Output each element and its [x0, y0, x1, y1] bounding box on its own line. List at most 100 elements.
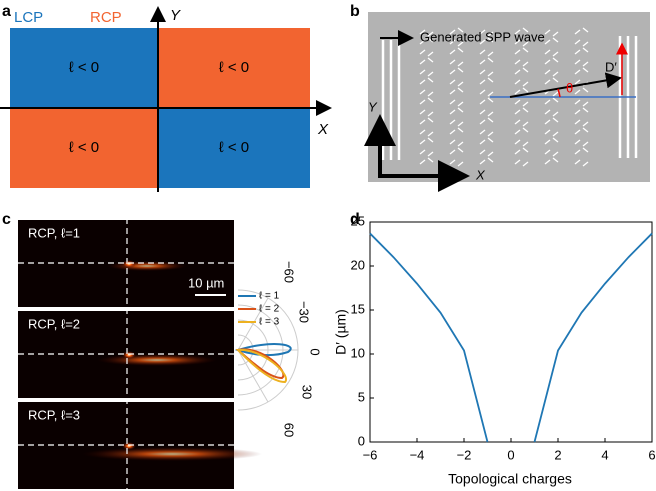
slit — [522, 127, 529, 133]
slit — [457, 41, 464, 47]
slit — [574, 49, 581, 55]
slit — [419, 49, 426, 55]
slit — [419, 159, 426, 165]
slit — [487, 111, 494, 117]
slit — [574, 59, 581, 65]
slit — [479, 109, 486, 115]
slit — [514, 159, 521, 165]
polar-tick: −60 — [282, 261, 297, 283]
slit — [544, 59, 551, 65]
beam-spot — [122, 442, 136, 450]
angle-label: θ — [566, 80, 573, 95]
slit — [419, 99, 426, 105]
slit — [457, 107, 464, 113]
y-tick-label: 25 — [351, 213, 365, 228]
slit — [419, 89, 426, 95]
axis-label: Y — [170, 7, 181, 24]
slit — [574, 69, 581, 75]
slit — [582, 101, 589, 107]
slit — [449, 39, 456, 45]
slit — [419, 69, 426, 75]
slit — [479, 29, 486, 35]
slit — [457, 101, 464, 107]
x-axis-label: Topological charges — [448, 471, 572, 487]
slit — [479, 59, 486, 65]
slit — [544, 39, 551, 45]
slit — [552, 97, 559, 103]
slit — [514, 99, 521, 105]
slit — [574, 79, 581, 85]
slit — [522, 61, 529, 67]
slit — [514, 49, 521, 55]
slit — [544, 149, 551, 155]
slit — [479, 129, 486, 135]
slit — [552, 51, 559, 57]
offset-label: D′ — [605, 59, 617, 74]
slit — [449, 59, 456, 65]
slit — [544, 99, 551, 105]
slit — [479, 49, 486, 55]
slit — [574, 119, 581, 125]
x-tick-label: −6 — [363, 447, 378, 462]
slit — [457, 121, 464, 127]
slit — [574, 149, 581, 155]
panel-a: a LCP RCP Y X ℓ < 0 ℓ < 0 ℓ < 0 ℓ < 0 — [0, 3, 332, 192]
axis-label: X — [475, 167, 486, 182]
slit — [479, 139, 486, 145]
slit — [487, 131, 494, 137]
slit — [552, 91, 559, 97]
slit — [419, 39, 426, 45]
slit — [479, 159, 486, 165]
slit — [514, 89, 521, 95]
quadrant-text: ℓ < 0 — [69, 59, 99, 76]
slit — [487, 117, 494, 123]
slit — [487, 57, 494, 63]
slit — [574, 159, 581, 165]
slit — [522, 141, 529, 147]
slit — [427, 151, 434, 157]
annotation: Generated SPP wave — [420, 29, 545, 44]
slit — [427, 117, 434, 123]
slit — [449, 49, 456, 55]
slit — [574, 29, 581, 35]
slit — [419, 129, 426, 135]
slit — [514, 119, 521, 125]
slit — [552, 157, 559, 163]
slit — [552, 117, 559, 123]
slit — [522, 121, 529, 127]
slit — [574, 39, 581, 45]
slit — [479, 149, 486, 155]
slit — [427, 111, 434, 117]
slit — [544, 29, 551, 35]
y-tick-label: 0 — [358, 433, 365, 448]
slit — [522, 161, 529, 167]
slit — [457, 127, 464, 133]
slit — [552, 131, 559, 137]
slit — [427, 137, 434, 143]
slit — [449, 149, 456, 155]
slit — [419, 139, 426, 145]
slit — [552, 71, 559, 77]
slit — [427, 91, 434, 97]
slit — [582, 107, 589, 113]
slit — [457, 67, 464, 73]
slit — [427, 31, 434, 37]
panel-label: a — [2, 3, 11, 20]
slit — [487, 77, 494, 83]
slit — [582, 67, 589, 73]
slit — [419, 79, 426, 85]
slit — [487, 151, 494, 157]
scale-label: 10 µm — [188, 275, 224, 290]
y-tick-label: 10 — [351, 345, 365, 360]
slit — [457, 61, 464, 67]
slit — [419, 29, 426, 35]
quadrant — [10, 28, 158, 108]
slit — [487, 37, 494, 43]
slit — [427, 37, 434, 43]
polar-tick: 0 — [308, 348, 323, 355]
slit — [427, 157, 434, 163]
slit — [427, 77, 434, 83]
y-tick-label: 20 — [351, 257, 365, 272]
x-tick-label: −2 — [457, 447, 472, 462]
